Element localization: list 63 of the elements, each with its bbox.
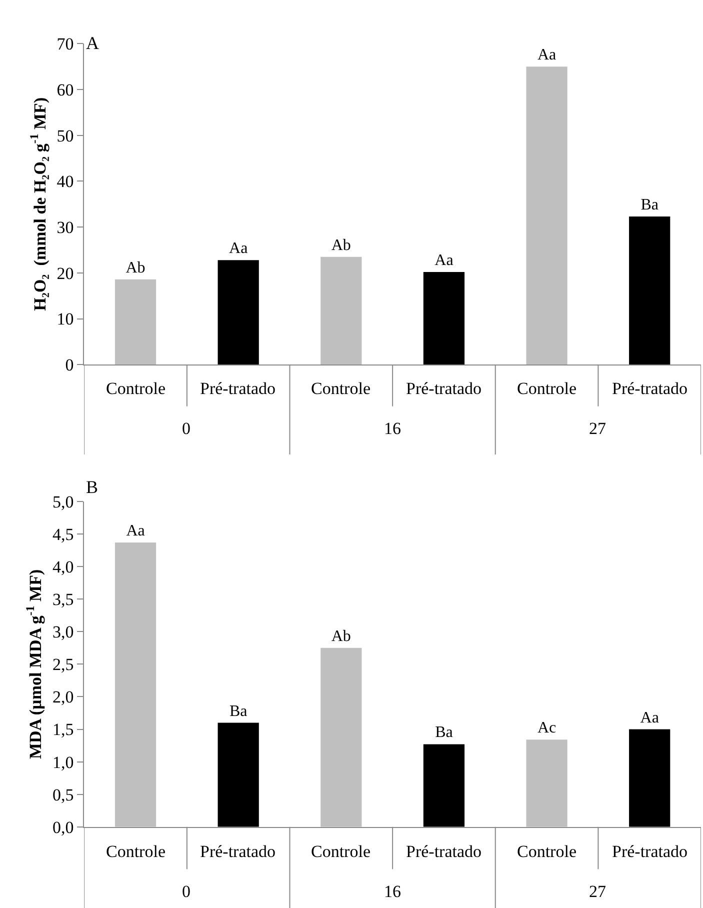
text: 27 bbox=[589, 882, 606, 901]
y-tick-label: 2,5 bbox=[52, 655, 74, 674]
y-tick-label: 4,0 bbox=[52, 558, 74, 577]
chart-title: B bbox=[86, 477, 98, 497]
text: 16 bbox=[384, 882, 401, 901]
y-tick-label: 50 bbox=[56, 126, 74, 146]
chart-title: A bbox=[86, 33, 99, 53]
y-tick-label: 30 bbox=[56, 218, 74, 238]
y-tick-label: 5,0 bbox=[52, 492, 74, 512]
y-tick-label: 1,5 bbox=[52, 720, 74, 740]
data-label: Aa bbox=[640, 709, 659, 726]
text: 0 bbox=[182, 419, 190, 438]
x-tick-label: Controle bbox=[517, 379, 576, 398]
y-tick-label: 4,5 bbox=[52, 524, 74, 544]
x-tick-label: Pré-tratado bbox=[200, 379, 276, 398]
data-label: Ab bbox=[331, 628, 351, 645]
data-label: Aa bbox=[434, 252, 454, 269]
bar bbox=[423, 744, 465, 827]
bar bbox=[320, 256, 362, 365]
bar bbox=[218, 260, 259, 365]
data-label: Ba bbox=[640, 196, 658, 214]
text: 27 bbox=[589, 419, 606, 438]
x-tick-label: Pré-tratado bbox=[406, 379, 482, 398]
y-tick-label: 3,0 bbox=[52, 622, 74, 642]
bar bbox=[320, 648, 362, 827]
data-label: Ba bbox=[435, 724, 453, 742]
data-label: Aa bbox=[126, 522, 145, 540]
x-tick-label: Controle bbox=[106, 842, 166, 861]
bar bbox=[526, 66, 568, 365]
data-label: Aa bbox=[537, 46, 556, 64]
y-tick-label: 0,0 bbox=[52, 818, 74, 837]
data-label: Ba bbox=[229, 702, 248, 720]
x-tick-label: Controle bbox=[106, 379, 166, 398]
bar bbox=[114, 279, 156, 365]
x-tick-label: Pré-tratado bbox=[406, 842, 482, 861]
y-tick-label: 0 bbox=[65, 356, 74, 375]
data-label: Aa bbox=[229, 240, 248, 258]
y-tick-label: 3,5 bbox=[52, 590, 74, 610]
bar bbox=[423, 272, 465, 365]
bar bbox=[526, 740, 568, 827]
data-label: Ac bbox=[537, 720, 556, 737]
bar bbox=[629, 729, 670, 827]
y-tick-label: 60 bbox=[56, 80, 74, 100]
data-label: Ab bbox=[331, 236, 351, 254]
x-tick-label: Controle bbox=[517, 842, 576, 861]
bar bbox=[114, 542, 156, 827]
x-tick-label: Controle bbox=[311, 379, 370, 398]
x-tick-label: Pré-tratado bbox=[200, 842, 276, 861]
x-tick-label: Pré-tratado bbox=[612, 842, 688, 861]
y-tick-label: 20 bbox=[56, 264, 74, 283]
text: 16 bbox=[384, 419, 401, 438]
bar bbox=[218, 722, 259, 827]
text: 0 bbox=[182, 882, 190, 901]
x-tick-label: Pré-tratado bbox=[612, 379, 688, 398]
y-tick-label: 0,5 bbox=[52, 785, 74, 804]
x-tick-label: Controle bbox=[311, 842, 370, 861]
y-tick-label: 70 bbox=[56, 34, 74, 54]
data-label: Ab bbox=[126, 259, 146, 276]
bar bbox=[629, 216, 670, 365]
y-tick-label: 10 bbox=[56, 310, 74, 329]
y-tick-label: 1,0 bbox=[52, 752, 74, 772]
y-tick-label: 40 bbox=[56, 172, 74, 192]
y-tick-label: 2,0 bbox=[52, 688, 74, 707]
